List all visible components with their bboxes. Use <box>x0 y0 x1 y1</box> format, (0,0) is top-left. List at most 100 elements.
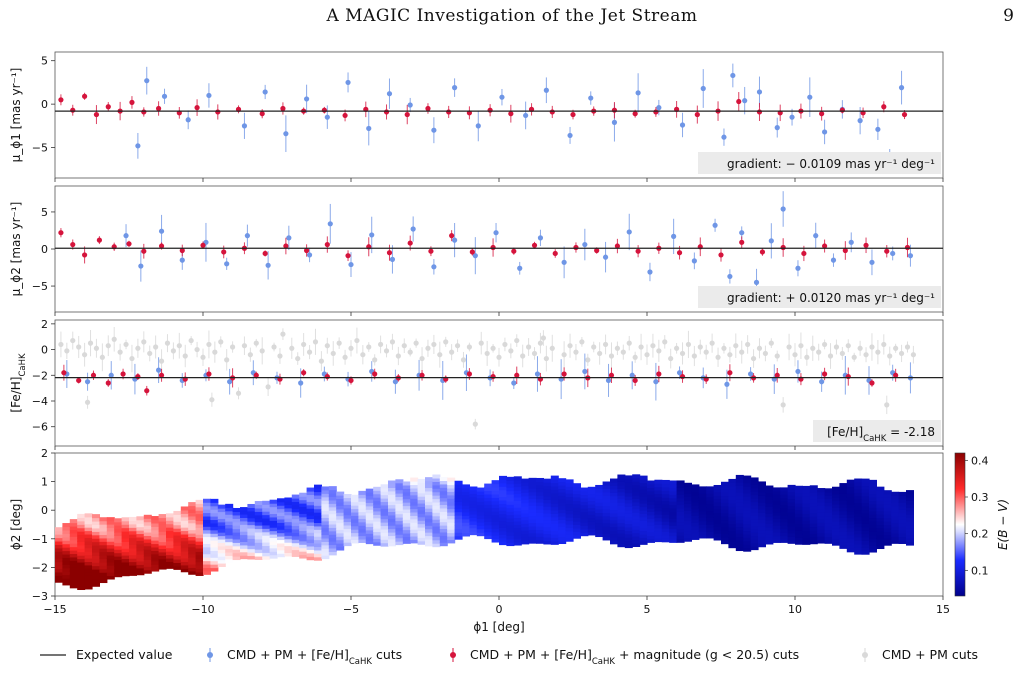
data-point <box>582 368 588 375</box>
data-point <box>407 240 413 246</box>
map-cell <box>232 538 241 543</box>
data-point <box>108 372 114 378</box>
map-cell <box>824 491 833 496</box>
map-cell <box>439 514 448 519</box>
map-cell <box>247 534 256 539</box>
map-cell <box>765 488 774 493</box>
map-cell <box>254 511 263 516</box>
map-cell <box>809 499 818 504</box>
data-point <box>324 343 330 349</box>
map-cell <box>106 548 115 553</box>
map-cell <box>617 495 626 500</box>
map-cell <box>432 481 441 486</box>
map-cell <box>713 533 722 538</box>
map-cell <box>513 476 522 481</box>
data-point <box>324 241 330 248</box>
map-cell <box>617 498 626 503</box>
map-cell <box>906 538 914 543</box>
map-cell <box>721 502 729 507</box>
map-cell <box>277 498 285 503</box>
map-cell <box>92 548 100 553</box>
map-cell <box>232 545 241 550</box>
map-cell <box>543 526 552 531</box>
data-point <box>514 337 520 344</box>
map-cell <box>92 534 100 539</box>
map-cell <box>861 509 870 514</box>
map-cell <box>462 508 470 513</box>
map-cell <box>188 536 197 541</box>
map-cell <box>210 519 219 524</box>
map-cell <box>854 478 863 483</box>
map-cell <box>92 538 100 543</box>
map-cell <box>410 498 419 503</box>
map-cell <box>395 520 404 525</box>
map-cell <box>795 523 803 528</box>
map-cell <box>787 519 796 524</box>
map-cell <box>84 540 93 545</box>
map-cell <box>425 508 433 513</box>
data-point <box>842 247 848 254</box>
map-cell <box>195 506 204 511</box>
map-cell <box>772 490 781 495</box>
map-cell <box>846 538 855 543</box>
map-cell <box>84 585 93 590</box>
map-cell <box>839 503 848 508</box>
map-cell <box>328 544 337 549</box>
map-cell <box>299 509 308 514</box>
map-cell <box>676 535 685 540</box>
map-cell <box>217 542 226 547</box>
map-cell <box>358 528 367 533</box>
map-cell <box>558 488 567 493</box>
map-cell <box>743 516 752 521</box>
map-cell <box>906 531 914 536</box>
map-cell <box>158 527 167 532</box>
data-point <box>123 233 129 239</box>
map-cell <box>824 529 833 534</box>
map-cell <box>121 524 130 529</box>
map-cell <box>602 505 611 510</box>
map-cell <box>402 512 411 517</box>
map-cell <box>602 484 611 489</box>
x-tick-label: −15 <box>43 603 66 616</box>
map-cell <box>373 497 382 502</box>
data-point <box>893 345 899 351</box>
map-cell <box>750 515 759 520</box>
map-cell <box>210 512 219 517</box>
map-cell <box>506 493 515 499</box>
map-cell <box>55 568 63 573</box>
map-cell <box>62 557 71 562</box>
map-cell <box>328 527 337 532</box>
map-cell <box>869 490 877 495</box>
map-cell <box>321 486 330 491</box>
map-cell <box>84 516 93 521</box>
data-point <box>111 336 117 342</box>
map-cell <box>425 514 433 519</box>
map-cell <box>536 481 544 486</box>
data-point <box>715 354 721 360</box>
map-cell <box>373 521 382 526</box>
map-cell <box>491 511 500 516</box>
map-cell <box>210 502 219 507</box>
map-cell <box>758 481 766 486</box>
map-cell <box>55 561 63 566</box>
map-cell <box>121 534 130 539</box>
map-cell <box>121 537 130 542</box>
map-cell <box>195 499 204 504</box>
map-cell <box>573 517 581 522</box>
map-cell <box>277 542 285 547</box>
map-cell <box>410 484 419 489</box>
map-cell <box>180 530 189 535</box>
map-cell <box>647 483 655 488</box>
map-cell <box>77 579 86 584</box>
map-cell <box>795 533 803 538</box>
map-cell <box>277 515 285 520</box>
map-cell <box>136 571 145 576</box>
data-point <box>378 341 384 348</box>
map-cell <box>654 538 663 543</box>
data-point <box>594 247 600 254</box>
map-cell <box>476 511 485 516</box>
map-cell <box>240 527 248 532</box>
map-cell <box>617 532 626 537</box>
map-cell <box>669 497 678 502</box>
map-cell <box>846 483 855 488</box>
